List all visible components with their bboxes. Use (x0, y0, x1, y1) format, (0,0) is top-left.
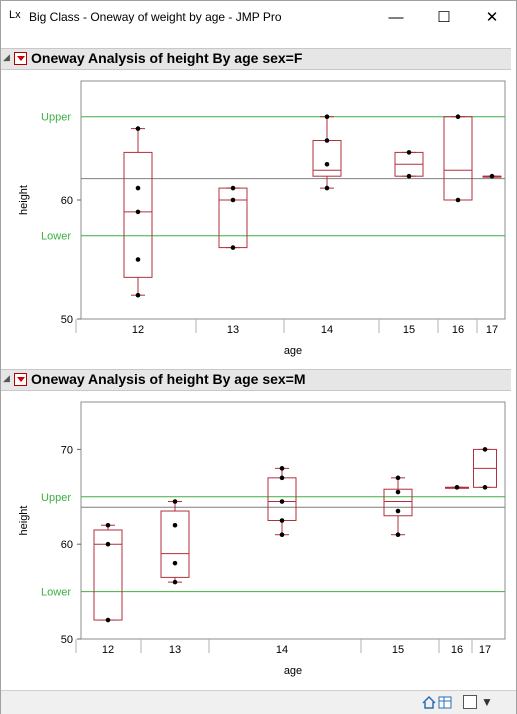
data-point (279, 532, 285, 538)
x-tick-label: 14 (276, 644, 288, 656)
data-point (172, 522, 178, 528)
data-point (324, 162, 330, 167)
minimize-button[interactable]: — (388, 8, 404, 26)
data-point (324, 114, 330, 119)
data-point (105, 541, 111, 547)
data-point (395, 489, 401, 495)
maximize-button[interactable]: ☐ (437, 9, 451, 26)
x-tick-label: 12 (102, 644, 114, 656)
close-button[interactable]: ✕ (485, 9, 499, 26)
table-icon[interactable] (438, 696, 452, 709)
y-tick-label: 50 (61, 314, 73, 326)
upper-limit-label: Upper (41, 492, 71, 504)
y-tick-label: 60 (61, 195, 73, 207)
data-point (135, 185, 141, 191)
dropdown-arrow-icon[interactable]: ▼ (481, 695, 493, 709)
data-point (279, 518, 285, 523)
data-point (395, 532, 401, 538)
data-point (279, 466, 285, 471)
y-axis-label: height (18, 506, 30, 536)
data-point (135, 209, 141, 215)
data-point (406, 150, 412, 155)
x-tick-label: 13 (169, 644, 181, 656)
report-header-female[interactable]: ◢ Oneway Analysis of height By age sex=F (1, 48, 511, 70)
data-point (230, 185, 236, 191)
red-triangle-menu-icon[interactable] (14, 52, 27, 65)
data-point (455, 197, 461, 203)
data-point (454, 485, 460, 490)
data-point (105, 617, 111, 623)
data-point (172, 579, 178, 585)
x-tick-label: 12 (132, 324, 144, 336)
report-title-male: Oneway Analysis of height By age sex=M (31, 371, 306, 387)
disclosure-triangle-icon[interactable]: ◢ (3, 373, 10, 383)
checkbox-icon[interactable] (463, 695, 477, 709)
x-tick-label: 15 (392, 644, 404, 656)
data-point (105, 522, 111, 528)
data-point (135, 126, 141, 131)
y-tick-label: 50 (61, 634, 73, 646)
data-point (482, 447, 488, 452)
data-point (135, 292, 141, 298)
x-tick-label: 16 (451, 644, 463, 656)
oneway-chart-male: Upper Lower 50 60 70 height 12 13 14 15 16 17 age (18, 401, 506, 677)
data-point (324, 138, 330, 143)
status-bar: ▼ (1, 690, 516, 714)
data-point (489, 173, 495, 179)
box-iqr (160, 510, 190, 578)
data-point (279, 475, 285, 481)
y-tick-label: 70 (61, 444, 73, 456)
window-title: Big Class - Oneway of weight by age - JM… (29, 10, 282, 24)
data-point (279, 499, 285, 504)
x-tick-label: 13 (227, 324, 239, 336)
data-point (324, 185, 330, 191)
x-axis-label: age (284, 345, 302, 357)
red-triangle-menu-icon[interactable] (14, 373, 27, 386)
data-point (172, 560, 178, 566)
y-tick-label: 60 (61, 539, 73, 551)
box-iqr (123, 151, 153, 278)
y-axis-label: height (18, 185, 30, 215)
x-axis-label: age (284, 665, 302, 677)
x-tick-label: 17 (486, 324, 498, 336)
lower-limit-label: Lower (41, 231, 71, 243)
box-iqr (383, 488, 413, 517)
title-bar[interactable]: Lx Big Class - Oneway of weight by age -… (1, 1, 516, 33)
data-point (482, 485, 488, 490)
data-point (395, 508, 401, 514)
report-header-male[interactable]: ◢ Oneway Analysis of height By age sex=M (1, 369, 511, 391)
oneway-chart-female: Upper Lower 50 60 height 12 13 14 15 16 17 age (18, 80, 506, 357)
lower-limit-label: Lower (41, 587, 71, 599)
home-icon[interactable] (422, 696, 436, 709)
report-title-female: Oneway Analysis of height By age sex=F (31, 50, 303, 66)
data-point (230, 245, 236, 250)
x-tick-label: 14 (321, 324, 333, 336)
data-point (135, 257, 141, 262)
upper-limit-label: Upper (41, 112, 71, 124)
data-point (406, 173, 412, 179)
disclosure-triangle-icon[interactable]: ◢ (3, 52, 10, 62)
data-point (455, 114, 461, 119)
x-tick-label: 16 (452, 324, 464, 336)
jmp-app-icon: Lx (9, 9, 21, 21)
data-point (172, 499, 178, 504)
x-tick-label: 17 (479, 644, 491, 656)
x-tick-label: 15 (403, 324, 415, 336)
data-point (395, 475, 401, 481)
data-point (230, 197, 236, 203)
